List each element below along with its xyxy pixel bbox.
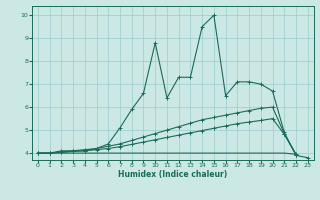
X-axis label: Humidex (Indice chaleur): Humidex (Indice chaleur) — [118, 170, 228, 179]
